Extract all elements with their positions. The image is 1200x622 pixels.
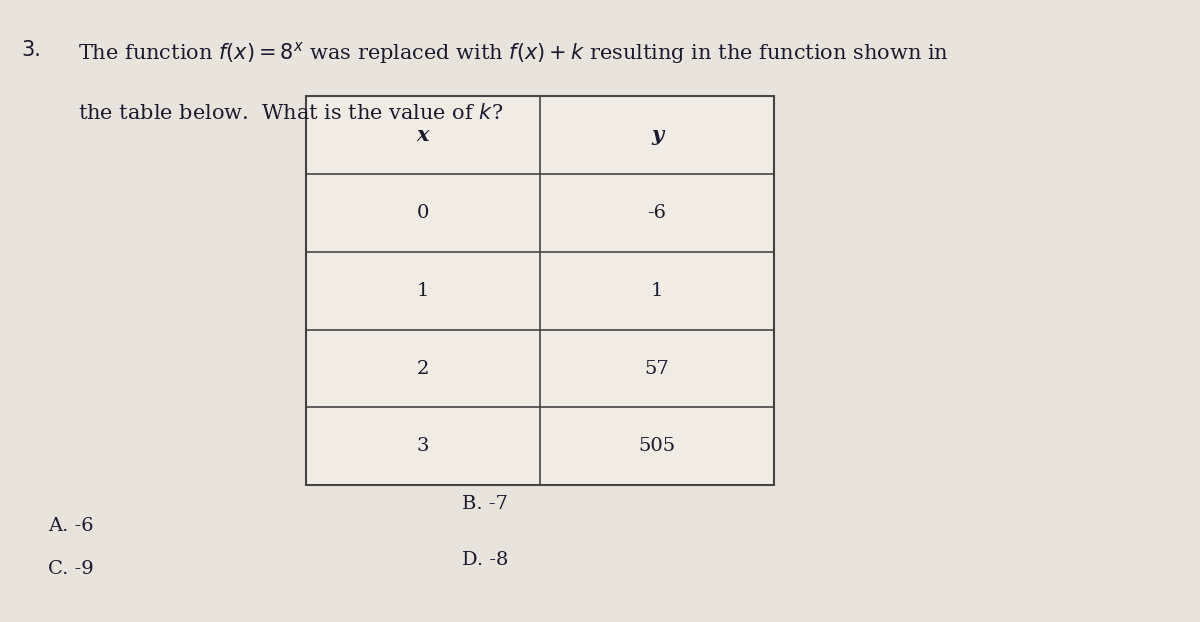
Text: B. -7: B. -7 xyxy=(462,495,508,513)
Text: 3: 3 xyxy=(416,437,430,455)
Text: -6: -6 xyxy=(648,204,666,222)
Text: 3.: 3. xyxy=(22,40,42,60)
Text: 57: 57 xyxy=(644,360,670,378)
Text: The function $\mathit{f}(\mathit{x})= 8^x$ was replaced with $\mathit{f}(\mathit: The function $\mathit{f}(\mathit{x})= 8^… xyxy=(78,40,949,67)
Text: 2: 2 xyxy=(416,360,430,378)
Text: C. -9: C. -9 xyxy=(48,560,94,578)
Text: 505: 505 xyxy=(638,437,676,455)
Text: y: y xyxy=(650,125,664,146)
Text: 0: 0 xyxy=(416,204,430,222)
Text: x: x xyxy=(416,125,430,146)
Text: A. -6: A. -6 xyxy=(48,517,94,534)
Text: 1: 1 xyxy=(416,282,430,300)
Text: 1: 1 xyxy=(650,282,664,300)
Bar xyxy=(306,96,774,485)
Text: the table below.  What is the value of $k$?: the table below. What is the value of $k… xyxy=(78,103,503,123)
Text: D. -8: D. -8 xyxy=(462,551,509,569)
